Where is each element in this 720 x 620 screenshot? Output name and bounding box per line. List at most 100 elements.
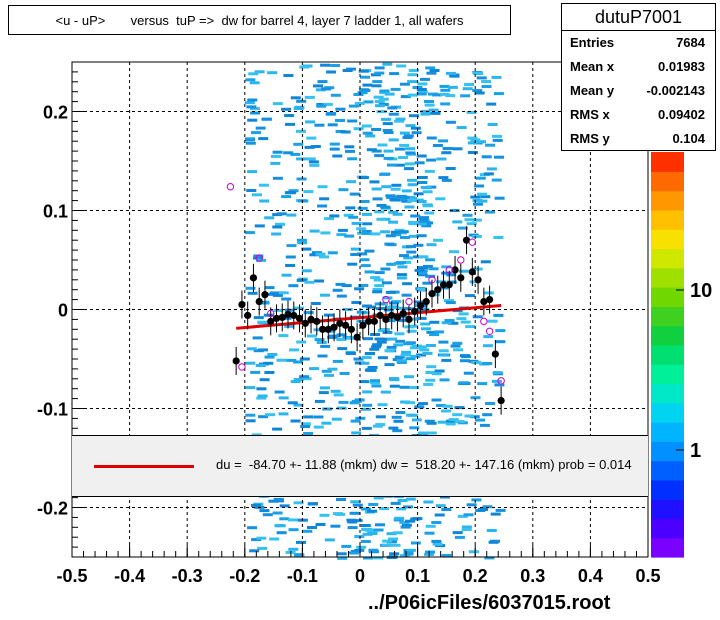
density-cell [384, 242, 395, 246]
density-cell [250, 107, 260, 111]
density-cell [397, 499, 408, 502]
profile-point [284, 310, 292, 319]
density-cell [380, 390, 391, 394]
density-cell [409, 114, 419, 118]
density-cell [418, 216, 429, 220]
density-cell [327, 123, 338, 127]
density-cell [258, 183, 269, 187]
density-cell [348, 104, 359, 108]
density-cell [245, 137, 255, 141]
density-cell [411, 418, 422, 422]
density-cell [322, 102, 333, 106]
density-cell [264, 216, 275, 220]
stat-row-mean-x: Mean x 0.01983 [562, 55, 715, 79]
density-cell [251, 433, 262, 437]
density-cell [347, 520, 358, 524]
density-cell [426, 71, 437, 75]
density-cell [272, 293, 283, 297]
density-cell [290, 152, 301, 156]
density-cell [299, 65, 310, 69]
density-cell [314, 123, 325, 127]
density-cell [371, 128, 382, 131]
density-cell [477, 199, 488, 203]
density-cell [270, 154, 281, 158]
density-cell [382, 539, 393, 543]
y-tick-label: 0 [58, 301, 68, 321]
density-cell [356, 310, 367, 314]
density-cell [320, 344, 331, 348]
profile-point [290, 311, 298, 320]
density-cell [473, 72, 484, 75]
density-cell [426, 344, 436, 347]
density-cell [370, 73, 381, 77]
density-cell [362, 390, 373, 394]
density-cell [274, 390, 285, 394]
density-cell [391, 415, 402, 419]
density-cell [310, 145, 321, 148]
density-cell [390, 198, 401, 202]
density-cell [256, 536, 267, 540]
density-cell [339, 372, 350, 375]
stat-value: 0.01983 [658, 59, 705, 74]
density-cell [373, 528, 384, 532]
density-cell [441, 321, 452, 325]
density-cell [350, 549, 361, 553]
density-cell [422, 281, 433, 285]
density-cell [397, 265, 408, 269]
density-cell [373, 278, 384, 282]
density-cell [347, 526, 358, 530]
density-cell [399, 195, 410, 199]
density-cell [256, 396, 267, 400]
profile-point [393, 313, 402, 322]
density-cell [407, 93, 418, 97]
density-cell [420, 77, 430, 81]
density-cell [249, 81, 260, 85]
density-cell [249, 549, 260, 553]
density-cell [259, 199, 270, 203]
density-cell [494, 196, 505, 200]
open-marker [267, 309, 275, 318]
density-cell [285, 122, 295, 126]
density-cell [445, 71, 456, 75]
density-cell [351, 301, 362, 304]
density-cell [245, 141, 256, 145]
density-cell [324, 538, 335, 542]
density-cell [300, 425, 311, 428]
profile-point [313, 317, 321, 325]
density-cell [441, 554, 452, 557]
density-cell [371, 187, 382, 191]
density-cell [452, 531, 463, 535]
profile-point [272, 314, 281, 323]
density-cell [263, 313, 274, 317]
density-cell [492, 138, 503, 142]
density-cell [307, 526, 317, 529]
density-cell [269, 537, 280, 541]
profile-point [486, 296, 494, 304]
density-cell [428, 267, 439, 271]
density-cell [386, 262, 397, 266]
density-cell [332, 288, 343, 292]
density-cell [410, 354, 421, 358]
colorbar-cell [651, 209, 684, 230]
density-cell [320, 231, 331, 235]
density-cell [452, 220, 463, 224]
stat-label: Mean y [570, 83, 615, 98]
density-cell [250, 111, 261, 115]
density-cell [462, 213, 473, 217]
density-cell [420, 327, 431, 331]
density-cell [269, 291, 280, 295]
density-cell [423, 382, 434, 386]
density-cell [367, 366, 378, 369]
density-cell [474, 91, 485, 95]
density-cell [464, 294, 475, 298]
density-cell [313, 425, 324, 429]
density-cell [417, 90, 428, 94]
density-cell [444, 319, 455, 322]
density-cell [383, 308, 394, 312]
density-cell [441, 271, 452, 275]
density-cell [356, 227, 367, 231]
density-cell [484, 556, 495, 560]
profile-point [301, 319, 309, 327]
density-cell [298, 199, 309, 203]
density-cell [301, 377, 312, 381]
